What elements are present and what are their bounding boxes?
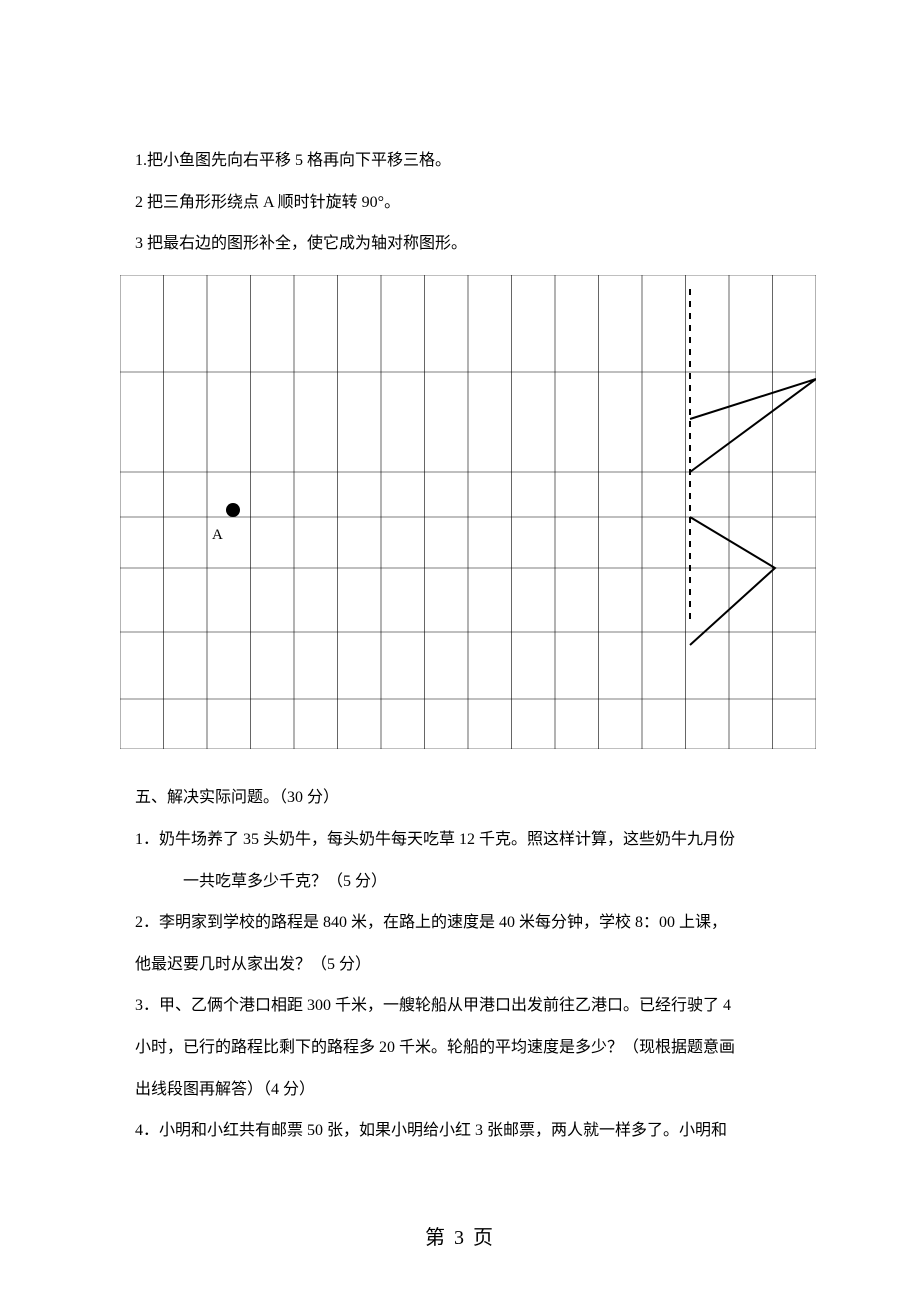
svg-text:A: A [212,527,223,543]
problem-2-line-a: 2．李明家到学校的路程是 840 米，在路上的速度是 40 米每分钟，学校 8：… [135,902,805,944]
problem-3-line-a: 3．甲、乙俩个港口相距 300 千米，一艘轮船从甲港口出发前往乙港口。已经行驶了… [135,985,805,1027]
question-3: 3 把最右边的图形补全，使它成为轴对称图形。 [135,223,805,265]
problem-3-line-b: 小时，已行的路程比剩下的路程多 20 千米。轮船的平均速度是多少？（现根据题意画 [135,1027,805,1069]
grid-figure: A [120,275,805,766]
problem-1-line-a: 1．奶牛场养了 35 头奶牛，每头奶牛每天吃草 12 千克。照这样计算，这些奶牛… [135,819,805,861]
problem-3-line-c: 出线段图再解答）（4 分） [135,1069,805,1111]
question-1: 1.把小鱼图先向右平移 5 格再向下平移三格。 [135,140,805,182]
page-footer: 第 3 页 [0,1221,920,1250]
section-5-title: 五、解决实际问题。（30 分） [135,777,805,819]
problem-1-line-b: 一共吃草多少千克？（5 分） [135,861,805,903]
question-2: 2 把三角形形绕点 A 顺时针旋转 90°。 [135,182,805,224]
page-content: 1.把小鱼图先向右平移 5 格再向下平移三格。 2 把三角形形绕点 A 顺时针旋… [0,0,920,1152]
problem-4-line-a: 4．小明和小红共有邮票 50 张，如果小明给小红 3 张邮票，两人就一样多了。小… [135,1110,805,1152]
problem-2-line-b: 他最迟要几时从家出发？（5 分） [135,944,805,986]
grid-svg: A [120,275,816,749]
